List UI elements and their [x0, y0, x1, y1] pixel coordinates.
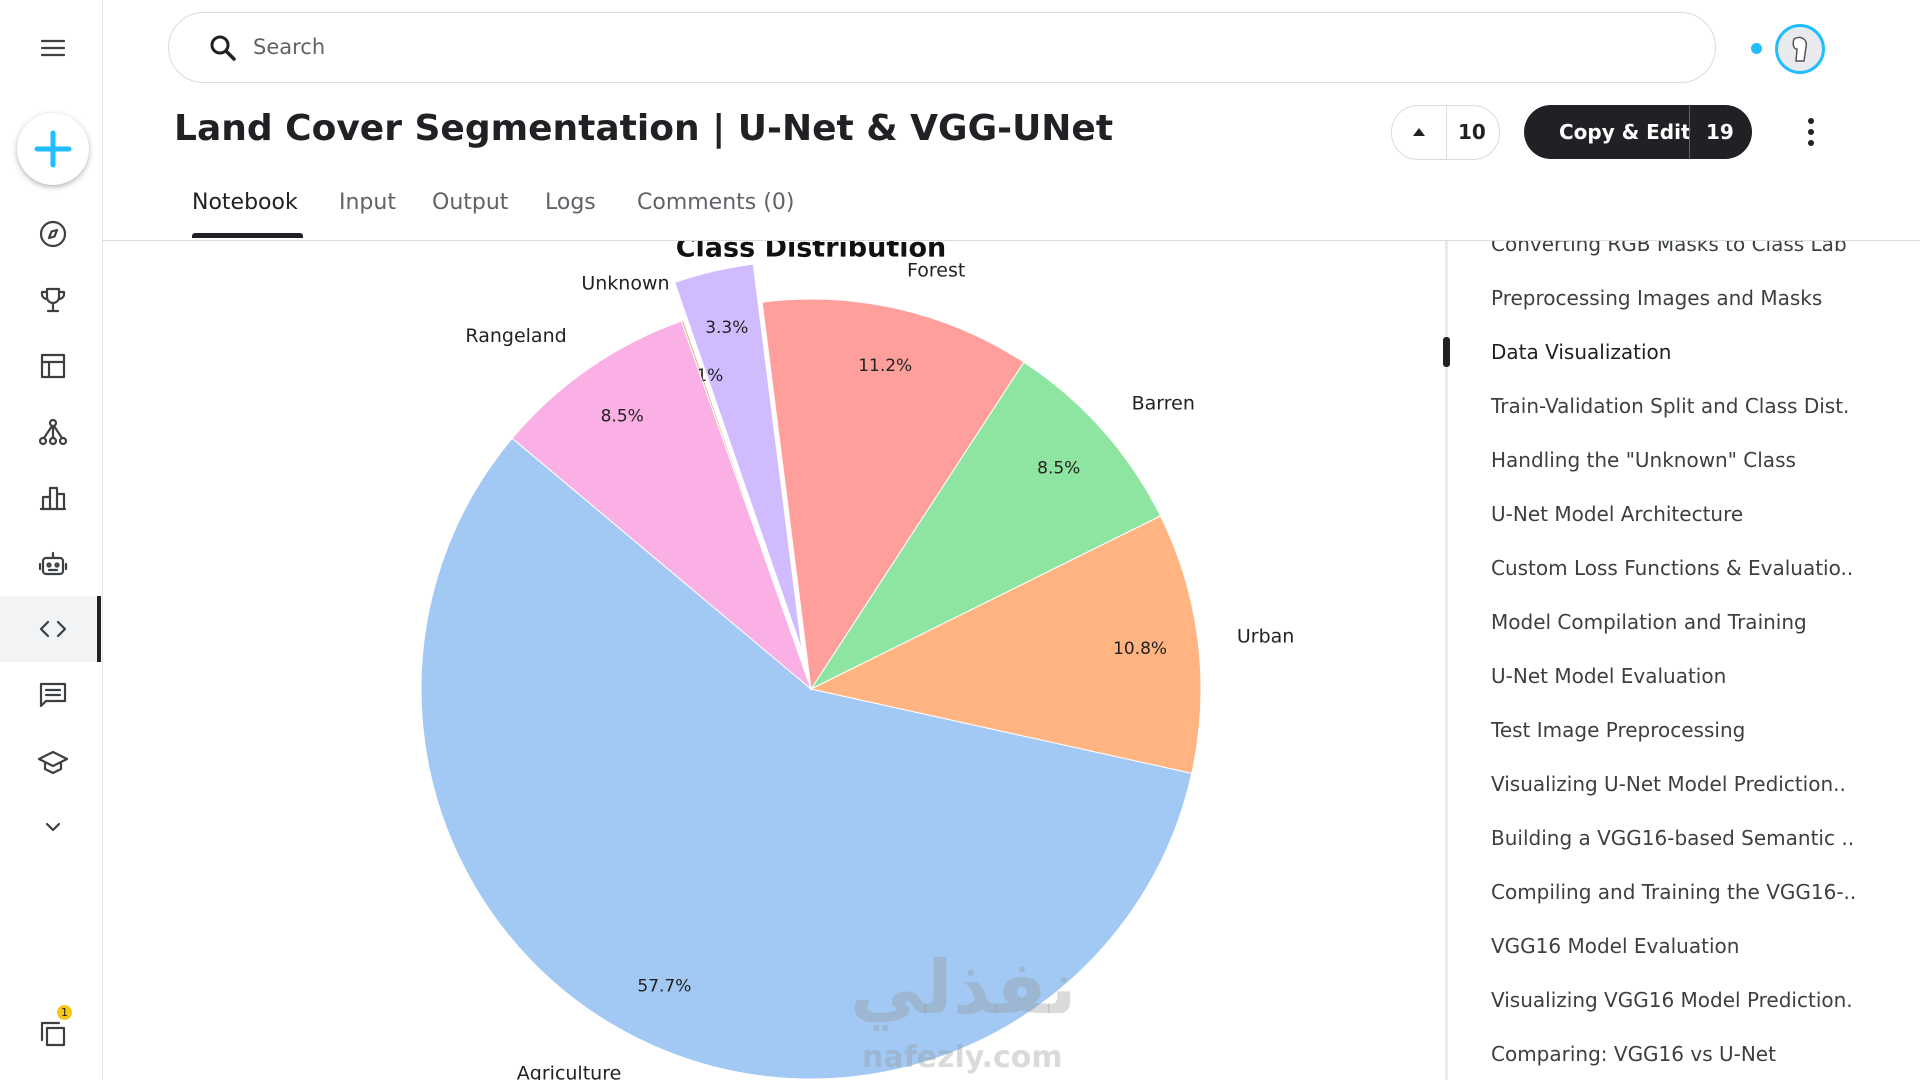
- slice-label: Urban: [1237, 626, 1294, 648]
- toc-marker: [1443, 337, 1450, 367]
- pct-label: 10.8%: [1113, 639, 1167, 659]
- toc-item[interactable]: Test Image Preprocessing: [1491, 718, 1746, 742]
- competitions-icon[interactable]: [36, 283, 70, 317]
- pct-label: 8.5%: [1037, 459, 1080, 479]
- slice-label: Rangeland: [465, 325, 566, 347]
- pct-label: 57.7%: [637, 976, 691, 996]
- benchmarks-icon[interactable]: [36, 481, 70, 515]
- toc-item[interactable]: Visualizing VGG16 Model Prediction.: [1491, 988, 1853, 1012]
- slice-label: Water: [648, 241, 704, 244]
- tab[interactable]: Input: [339, 190, 396, 215]
- toc-item[interactable]: Custom Loss Functions & Evaluatio..: [1491, 556, 1854, 580]
- datasets-icon[interactable]: [36, 349, 70, 383]
- avatar[interactable]: [1775, 24, 1825, 74]
- pie-slice: [511, 320, 813, 691]
- create-button[interactable]: [17, 113, 89, 185]
- vote-box[interactable]: 10: [1391, 105, 1500, 160]
- active-indicator: [97, 596, 101, 662]
- pie-slice: [809, 515, 1202, 774]
- more-icon[interactable]: [36, 810, 70, 844]
- pie-slice: [761, 298, 1025, 691]
- badge: 1: [57, 1005, 72, 1020]
- code-icon[interactable]: [36, 612, 70, 646]
- sidebar: 1: [0, 0, 103, 1080]
- chart: Agriculture 57.7% Urban 10.8% Barren 8.5% Fore…: [420, 241, 1294, 1080]
- slice-label: Forest: [907, 259, 965, 281]
- toc-item[interactable]: Data Visualization: [1491, 340, 1672, 364]
- status-dot: [1751, 43, 1762, 54]
- toc-item[interactable]: Building a VGG16-based Semantic ..: [1491, 826, 1855, 850]
- toc-item[interactable]: U-Net Model Evaluation: [1491, 664, 1727, 688]
- watermark-arabic: نفذلي: [850, 945, 1077, 1031]
- toc-item[interactable]: Comparing: VGG16 vs U-Net: [1491, 1042, 1776, 1066]
- slice-label: Agriculture: [517, 1062, 622, 1080]
- header-divider: [102, 240, 1920, 241]
- models-icon[interactable]: [36, 415, 70, 449]
- copy-edit-button[interactable]: Copy & Edit 19: [1524, 105, 1752, 159]
- tab[interactable]: Comments (0): [637, 190, 795, 215]
- more-menu[interactable]: [1800, 116, 1822, 148]
- tab[interactable]: Notebook: [192, 190, 298, 215]
- copy-count: 19: [1706, 120, 1734, 144]
- toc-item[interactable]: Train-Validation Split and Class Dist.: [1491, 394, 1850, 418]
- table-of-contents: Converting RGB Masks to Class Lab Preproc…: [1440, 241, 1920, 1080]
- toc-item[interactable]: Handling the "Unknown" Class: [1491, 448, 1796, 472]
- toc-item[interactable]: Converting RGB Masks to Class Lab: [1491, 241, 1847, 256]
- chart-title: Class Distribution: [676, 241, 947, 264]
- search-icon: [210, 35, 236, 61]
- tab-underline: [192, 233, 303, 238]
- pie-slice: [674, 263, 803, 652]
- search-placeholder: Search: [253, 35, 326, 59]
- pct-label: 8.5%: [601, 407, 644, 427]
- pie-slice: [420, 437, 1193, 1080]
- vote-count: 10: [1458, 120, 1486, 144]
- recent-icon[interactable]: [36, 1017, 70, 1051]
- tab[interactable]: Logs: [545, 190, 596, 215]
- explore-icon[interactable]: [36, 217, 70, 251]
- slice-label: Unknown: [581, 272, 669, 294]
- pct-label: 11.2%: [858, 356, 912, 376]
- slice-label: Barren: [1132, 392, 1195, 414]
- notebook-title: Land Cover Segmentation | U-Net & VGG-UN…: [174, 108, 1114, 149]
- learn-icon[interactable]: [36, 745, 70, 779]
- pie-slice: [809, 361, 1162, 691]
- pct-label: 3.3%: [705, 318, 748, 338]
- toc-item[interactable]: Preprocessing Images and Masks: [1491, 286, 1823, 310]
- tab[interactable]: Output: [432, 190, 509, 215]
- toc-item[interactable]: VGG16 Model Evaluation: [1491, 934, 1740, 958]
- toc-item[interactable]: Visualizing U-Net Model Prediction..: [1491, 772, 1846, 796]
- toc-rail: [1445, 241, 1448, 1080]
- toc-item[interactable]: U-Net Model Architecture: [1491, 502, 1744, 526]
- menu-icon[interactable]: [36, 31, 70, 65]
- watermark-latin: nafezly.com: [862, 1040, 1063, 1075]
- toc-item[interactable]: Model Compilation and Training: [1491, 610, 1807, 634]
- copy-edit-label: Copy & Edit: [1559, 120, 1691, 144]
- toc-item[interactable]: Compiling and Training the VGG16-..: [1491, 880, 1857, 904]
- discussions-icon[interactable]: [36, 678, 70, 712]
- ai-icon[interactable]: [36, 547, 70, 581]
- active-row: [0, 596, 100, 662]
- search-bar[interactable]: Search: [168, 12, 1716, 83]
